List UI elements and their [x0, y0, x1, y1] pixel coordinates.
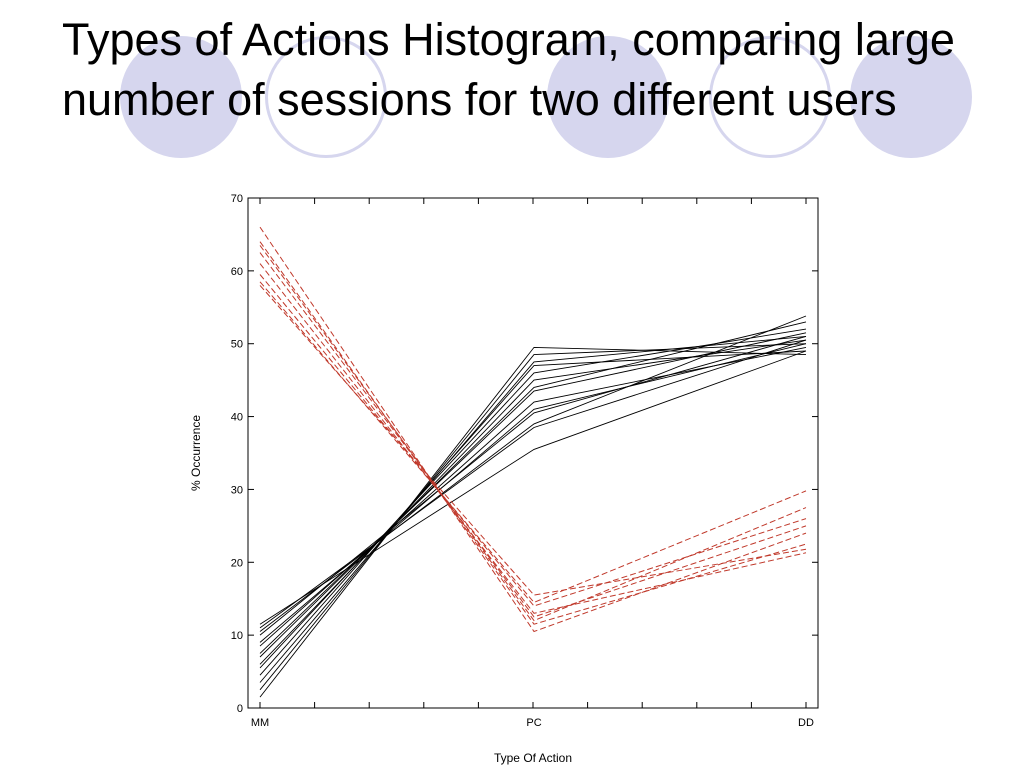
decorative-circle-filled [850, 36, 972, 158]
series-line-solid [259, 321, 807, 658]
series-line-dashed [259, 281, 807, 603]
decorative-circle-filled [120, 36, 242, 158]
x-tick-label: PC [526, 717, 541, 729]
x-axis-label: Type Of Action [494, 751, 572, 765]
series-line-dashed [259, 252, 807, 618]
series-line-dashed [259, 241, 807, 625]
decorative-circle-ring [709, 36, 831, 158]
y-tick-label: 20 [231, 557, 243, 569]
series-line-solid [259, 328, 807, 669]
series-line-dashed [259, 285, 807, 596]
series-line-solid [259, 339, 807, 629]
x-tick-label: DD [798, 717, 814, 729]
y-tick-label: 40 [231, 412, 243, 424]
series-line-solid [259, 343, 807, 643]
series-line-solid [259, 315, 807, 632]
slide-title: Types of Actions Histogram, comparing la… [62, 14, 955, 125]
series-line-solid [259, 335, 807, 683]
x-tick-label: MM [251, 717, 269, 729]
series-line-solid [259, 350, 807, 676]
y-tick-label: 50 [231, 339, 243, 351]
series-line-dashed [259, 263, 807, 614]
series-line-dashed [259, 226, 807, 633]
decorative-circle-filled [547, 36, 669, 158]
series-line-solid [259, 343, 807, 691]
y-tick-label: 10 [231, 630, 243, 642]
series-line-solid [259, 350, 807, 625]
y-tick-label: 0 [237, 703, 243, 715]
series-line-dashed [259, 245, 807, 622]
decorative-circle-ring [265, 36, 387, 158]
series-line-dashed [259, 274, 807, 607]
y-tick-label: 30 [231, 484, 243, 496]
series-line-solid [259, 346, 807, 698]
y-axis-label: % Occurrence [189, 415, 203, 491]
y-tick-label: 60 [231, 266, 243, 278]
series-line-solid [259, 339, 807, 665]
plot-frame [247, 197, 819, 709]
y-tick-label: 70 [231, 193, 243, 205]
